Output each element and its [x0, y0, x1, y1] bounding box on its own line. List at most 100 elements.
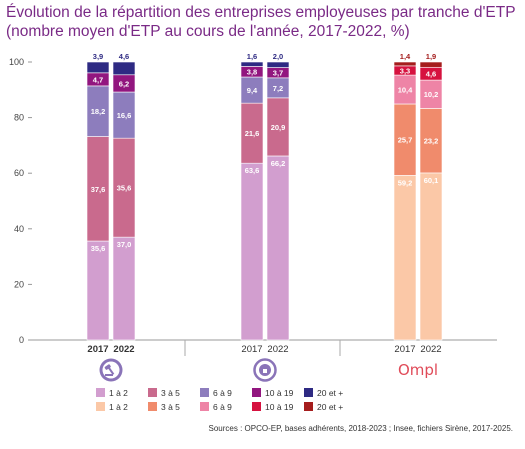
y-tick-label: 20 — [14, 279, 24, 289]
gavel-icon — [99, 358, 123, 382]
title-line-2: (nombre moyen d'ETP au cours de l'année,… — [6, 23, 410, 40]
legend-label: 10 à 19 — [265, 388, 294, 398]
x-tick-label: 2017 — [394, 344, 415, 355]
bar-segment — [112, 236, 136, 341]
legend-label: 6 à 9 — [213, 402, 232, 412]
data-label: 6,2 — [119, 79, 129, 88]
legend-item: 6 à 9 — [200, 388, 232, 398]
legend-swatch — [148, 388, 157, 397]
bar-0-2017: 35,6 37,6 18,2 4,7 3,9 — [86, 52, 110, 341]
legend-label: 1 à 2 — [109, 402, 128, 412]
data-label: 23,2 — [424, 137, 439, 146]
data-label: 21,6 — [245, 129, 260, 138]
legend-item: 10 à 19 — [252, 388, 294, 398]
data-label: 4,6 — [119, 52, 129, 61]
y-tick-label: 100 — [9, 57, 24, 67]
y-tick-label: 0 — [19, 335, 24, 345]
legend-swatch — [148, 402, 157, 411]
bar-segment — [266, 155, 290, 341]
data-label: 16,6 — [117, 111, 132, 120]
data-label: 59,2 — [398, 178, 413, 187]
data-label: 20,9 — [271, 123, 286, 132]
data-label: 1,4 — [400, 52, 411, 61]
legend-item: 3 à 5 — [148, 402, 180, 412]
bar-segment — [112, 61, 136, 76]
data-label: 3,7 — [273, 69, 283, 78]
source-note: Sources : OPCO-EP, bases adhérents, 2018… — [208, 424, 513, 433]
data-label: 37,6 — [91, 185, 106, 194]
bars: 35,6 37,6 18,2 4,7 3,9 37,0 35,6 16,6 6,2 4,6 63,6… — [86, 52, 443, 341]
legend-swatch — [252, 402, 261, 411]
x-tick-label: 2017 — [87, 344, 108, 355]
ompl-logo: Ompl — [398, 361, 438, 379]
legend-item: 1 à 2 — [96, 402, 128, 412]
bar-1-2017: 63,6 21,6 9,4 3,8 1,6 — [240, 52, 264, 341]
legend-swatch — [96, 402, 105, 411]
legend-label: 20 et + — [317, 402, 343, 412]
legend-item: 20 et + — [304, 388, 343, 398]
data-label: 63,6 — [245, 166, 260, 175]
bar-segment — [86, 61, 110, 74]
legend-swatch — [200, 402, 209, 411]
legend-item: 10 à 19 — [252, 402, 294, 412]
etp-logo-icon — [253, 358, 277, 382]
legend-swatch — [96, 388, 105, 397]
bar-segment — [240, 61, 264, 67]
legend-item: 1 à 2 — [96, 388, 128, 398]
bar-1-2022: 66,2 20,9 7,2 3,7 2,0 — [266, 52, 290, 341]
bar-segment — [266, 61, 290, 68]
data-label: 9,4 — [247, 86, 258, 95]
group-logos: Ompl — [99, 358, 438, 382]
x-tick-label: 2022 — [420, 344, 441, 355]
data-label: 2,0 — [273, 52, 283, 61]
legend-swatch — [304, 402, 313, 411]
legend-label: 10 à 19 — [265, 402, 294, 412]
legend-item: 6 à 9 — [200, 402, 232, 412]
data-label: 35,6 — [117, 184, 132, 193]
data-label: 10,2 — [424, 90, 439, 99]
legend-label: 1 à 2 — [109, 388, 128, 398]
data-label: 60,1 — [424, 176, 439, 185]
chart-title: Évolution de la répartition des entrepri… — [6, 3, 521, 41]
bar-segment — [419, 61, 443, 68]
bar-segment — [419, 172, 443, 341]
bar-segment — [393, 175, 417, 341]
bar-2-2022: 60,1 23,2 10,2 4,6 1,9 — [419, 52, 443, 341]
data-label: 35,6 — [91, 244, 106, 253]
y-tick-label: 40 — [14, 224, 24, 234]
bar-segment — [86, 240, 110, 341]
y-tick-label: 60 — [14, 168, 24, 178]
data-label: 10,4 — [398, 86, 413, 95]
legend-swatch — [200, 388, 209, 397]
legend-label: 3 à 5 — [161, 388, 180, 398]
bar-segment — [240, 162, 264, 341]
x-tick-label: 2022 — [267, 344, 288, 355]
legend-swatch — [304, 388, 313, 397]
data-label: 25,7 — [398, 136, 413, 145]
data-label: 1,9 — [426, 52, 436, 61]
data-label: 3,3 — [400, 66, 410, 75]
x-axis-labels: 2017 2022 2017 2022 2017 2022 — [87, 344, 441, 355]
legend-label: 20 et + — [317, 388, 343, 398]
y-tick-label: 80 — [14, 113, 24, 123]
legend-swatch — [252, 388, 261, 397]
x-tick-label: 2017 — [241, 344, 262, 355]
ompl-logo-text: Ompl — [398, 361, 438, 379]
legend-label: 6 à 9 — [213, 388, 232, 398]
data-label: 3,9 — [93, 52, 103, 61]
data-label: 18,2 — [91, 107, 106, 116]
x-tick-label: 2022 — [113, 344, 134, 355]
bar-2-2017: 59,2 25,7 10,4 3,3 1,4 — [393, 52, 417, 341]
data-label: 3,8 — [247, 68, 257, 77]
data-label: 37,0 — [117, 240, 132, 249]
data-label: 66,2 — [271, 159, 286, 168]
bar-segment — [393, 61, 417, 67]
legend-item: 20 et + — [304, 402, 343, 412]
bar-0-2022: 37,0 35,6 16,6 6,2 4,6 — [112, 52, 136, 341]
data-label: 4,7 — [93, 75, 103, 84]
title-line-1: Évolution de la répartition des entrepri… — [6, 4, 516, 21]
legend-item: 3 à 5 — [148, 388, 180, 398]
data-label: 1,6 — [247, 52, 257, 61]
data-label: 7,2 — [273, 84, 283, 93]
